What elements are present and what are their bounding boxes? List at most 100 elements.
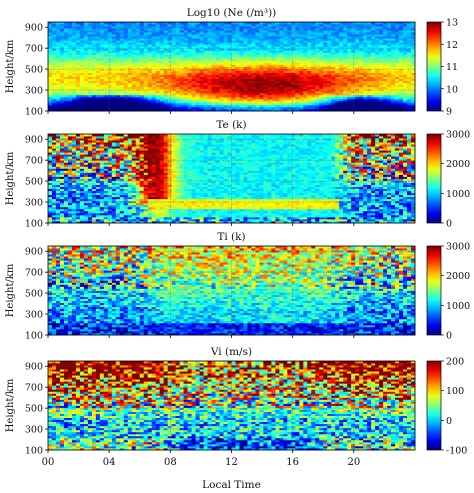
heatmap-cell <box>83 52 89 55</box>
heatmap-cell <box>123 34 129 37</box>
heatmap-cell <box>299 42 304 45</box>
heatmap-cell <box>379 82 384 86</box>
heatmap-cell <box>267 106 272 110</box>
heatmap-cell <box>99 52 105 55</box>
heatmap-cell <box>331 86 336 90</box>
heatmap-cell <box>227 58 232 61</box>
heatmap-cell <box>59 22 65 25</box>
heatmap-cell <box>107 50 113 53</box>
heatmap-cell <box>387 102 392 106</box>
heatmap-cell <box>99 78 105 82</box>
heatmap-cell <box>243 52 248 55</box>
heatmap-cell <box>79 86 85 90</box>
heatmap-cell <box>407 100 412 104</box>
heatmap-cell <box>239 62 244 65</box>
heatmap-cell <box>75 106 81 110</box>
heatmap-cell <box>183 90 189 94</box>
heatmap-cell <box>251 24 256 27</box>
heatmap-cell <box>359 60 364 63</box>
heatmap-cell <box>131 56 137 59</box>
heatmap-cell <box>63 92 69 96</box>
heatmap-cell <box>71 90 77 94</box>
heatmap-cell <box>103 80 109 84</box>
heatmap-cell <box>191 76 196 80</box>
heatmap-cell <box>67 36 73 39</box>
heatmap-cell <box>267 26 272 29</box>
heatmap-cell <box>311 56 316 59</box>
heatmap-cell <box>231 22 236 25</box>
heatmap-cell <box>271 54 276 57</box>
heatmap-cell <box>115 160 121 163</box>
heatmap-cell <box>283 80 288 84</box>
heatmap-cell <box>387 66 392 69</box>
heatmap-cell <box>215 66 220 69</box>
heatmap-cell <box>187 96 193 100</box>
heatmap-cell <box>311 86 316 90</box>
heatmap-cell <box>299 96 304 100</box>
heatmap-cell <box>359 74 364 78</box>
heatmap-cell <box>219 94 224 98</box>
heatmap-cell <box>339 56 344 59</box>
heatmap-cell <box>187 80 193 84</box>
heatmap-cell <box>127 50 133 53</box>
heatmap-cell <box>103 42 109 45</box>
heatmap-cell <box>99 192 105 196</box>
heatmap-cell <box>323 108 328 112</box>
heatmap-cell <box>319 40 324 43</box>
heatmap-cell <box>139 40 145 43</box>
heatmap-cell <box>239 52 244 55</box>
heatmap-cell <box>247 78 252 82</box>
heatmap-cell <box>99 70 105 73</box>
heatmap-cell <box>119 172 125 175</box>
heatmap-cell <box>307 70 312 73</box>
heatmap-cell <box>79 164 85 167</box>
heatmap-cell <box>87 156 93 159</box>
heatmap-cell <box>319 94 324 98</box>
heatmap-cell <box>227 102 232 106</box>
heatmap-cell <box>67 50 73 53</box>
heatmap-cell <box>239 66 244 69</box>
heatmap-cell <box>387 56 392 59</box>
heatmap-cell <box>199 32 204 35</box>
heatmap-cell <box>83 78 89 82</box>
heatmap-cell <box>79 200 85 204</box>
heatmap-cell <box>143 28 149 31</box>
heatmap-cell <box>99 108 105 112</box>
heatmap-cell <box>299 44 304 47</box>
heatmap-cell <box>103 102 109 106</box>
heatmap-cell <box>399 80 404 84</box>
heatmap-cell <box>87 94 93 98</box>
heatmap-cell <box>171 68 177 71</box>
heatmap-cell <box>231 48 236 51</box>
heatmap-cell <box>107 190 113 194</box>
heatmap-cell <box>71 32 77 35</box>
heatmap-cell <box>243 102 248 106</box>
heatmap-cell <box>359 86 364 90</box>
heatmap-cell <box>271 46 276 49</box>
heatmap-cell <box>115 108 121 112</box>
heatmap-cell <box>295 98 300 102</box>
heatmap-cell <box>371 68 376 71</box>
heatmap-cell <box>271 44 276 47</box>
heatmap-cell <box>283 50 288 53</box>
heatmap-cell <box>111 48 117 51</box>
heatmap-cell <box>199 82 204 86</box>
heatmap-cell <box>375 26 380 29</box>
heatmap-cell <box>127 188 133 192</box>
heatmap-cell <box>387 96 392 100</box>
heatmap-cell <box>67 138 73 141</box>
heatmap-cell <box>339 82 344 86</box>
heatmap-cell <box>343 48 348 51</box>
heatmap-cell <box>199 92 204 96</box>
heatmap-cell <box>48 28 53 31</box>
heatmap-cell <box>48 160 53 163</box>
heatmap-cell <box>75 218 81 222</box>
heatmap-cell <box>259 54 264 57</box>
heatmap-cell <box>147 48 153 51</box>
heatmap-cell <box>99 100 105 104</box>
heatmap-cell <box>311 108 316 112</box>
heatmap-cell <box>407 84 412 88</box>
heatmap-cell <box>123 32 129 35</box>
heatmap-cell <box>99 46 105 49</box>
heatmap-cell <box>287 78 292 82</box>
